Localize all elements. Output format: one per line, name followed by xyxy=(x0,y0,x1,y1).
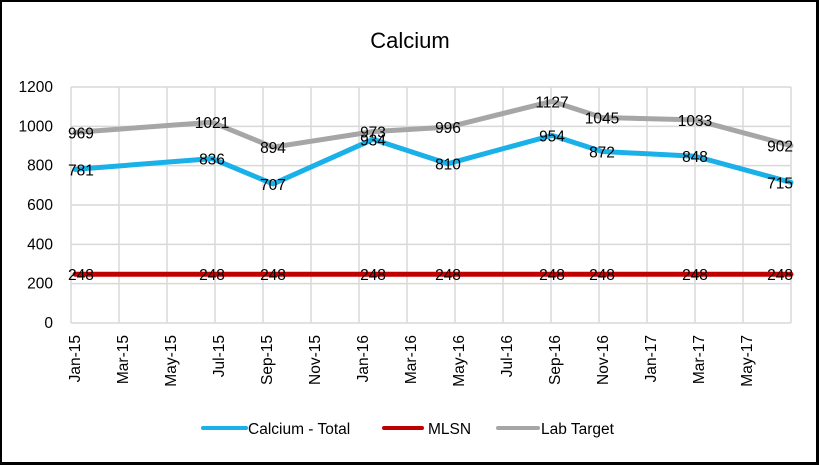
y-tick-label: 800 xyxy=(27,158,53,175)
x-tick-label: Mar-17 xyxy=(691,335,708,384)
legend-label: Lab Target xyxy=(541,421,615,438)
data-label: 954 xyxy=(539,128,565,145)
data-label: 902 xyxy=(767,139,793,156)
x-tick-label: Mar-16 xyxy=(403,335,420,384)
data-label: 248 xyxy=(360,267,386,284)
x-tick-label: May-15 xyxy=(163,335,180,387)
x-tick-label: May-17 xyxy=(739,335,756,387)
x-tick-label: Nov-16 xyxy=(595,335,612,385)
y-tick-label: 1200 xyxy=(19,79,54,96)
legend-item-mlsn[interactable]: MLSN xyxy=(382,421,471,438)
x-tick-label: May-16 xyxy=(451,335,468,387)
x-tick-label: Jul-16 xyxy=(499,335,516,377)
data-label: 872 xyxy=(589,145,615,162)
data-label: 715 xyxy=(767,175,793,192)
data-label: 1127 xyxy=(535,94,568,111)
data-label: 894 xyxy=(260,140,286,157)
data-label: 248 xyxy=(435,267,461,284)
data-label: 1021 xyxy=(195,115,229,132)
x-tick-label: Mar-15 xyxy=(115,335,132,384)
legend-label: MLSN xyxy=(428,421,471,438)
data-label: 1033 xyxy=(678,113,712,130)
data-label: 1045 xyxy=(585,110,619,127)
data-label: 248 xyxy=(260,267,286,284)
chart-title: Calcium xyxy=(370,28,449,53)
data-label: 934 xyxy=(360,132,386,149)
data-label: 973 xyxy=(360,125,386,142)
data-label: 707 xyxy=(260,177,286,194)
x-tick-label: Jan-17 xyxy=(643,335,660,382)
x-tick-label: Nov-15 xyxy=(307,335,324,385)
y-tick-label: 600 xyxy=(27,197,53,214)
data-label: 996 xyxy=(435,120,461,137)
x-tick-label: Sep-16 xyxy=(547,335,564,385)
legend-item-calcium-total[interactable]: Calcium - Total xyxy=(201,421,350,438)
data-label: 810 xyxy=(435,157,461,174)
legend: Calcium - Total MLSN Lab Target xyxy=(201,421,615,438)
x-tick-label: Sep-15 xyxy=(259,335,276,385)
series-lines xyxy=(72,98,794,277)
data-label: 248 xyxy=(589,267,615,284)
data-label: 248 xyxy=(767,267,793,284)
lab-target-line xyxy=(72,98,794,150)
x-tick-label: Jul-15 xyxy=(211,335,228,377)
y-tick-label: 200 xyxy=(27,276,53,293)
data-label: 969 xyxy=(68,125,94,142)
data-label: 248 xyxy=(682,267,708,284)
legend-item-lab-target[interactable]: Lab Target xyxy=(496,421,615,438)
data-label: 848 xyxy=(682,149,708,166)
x-axis: Jan-15 Mar-15 May-15 Jul-15 Sep-15 Nov-15 Jan-… xyxy=(67,335,756,387)
y-tick-label: 0 xyxy=(44,315,53,332)
legend-label: Calcium - Total xyxy=(248,421,350,438)
x-tick-label: Jan-16 xyxy=(355,335,372,382)
data-label: 248 xyxy=(199,267,225,284)
y-tick-label: 1000 xyxy=(19,118,54,135)
x-tick-label: Jan-15 xyxy=(67,335,84,382)
data-labels: 781 836 707 934 810 954 872 848 715 248 248 248 248 2… xyxy=(68,94,793,284)
data-label: 248 xyxy=(68,267,94,284)
y-axis: 0 200 400 600 800 1000 1200 xyxy=(19,79,54,332)
data-label: 781 xyxy=(68,162,94,179)
data-label: 248 xyxy=(539,267,565,284)
calcium-total-line xyxy=(72,132,794,187)
y-tick-label: 400 xyxy=(27,236,53,253)
data-label: 836 xyxy=(199,152,225,169)
